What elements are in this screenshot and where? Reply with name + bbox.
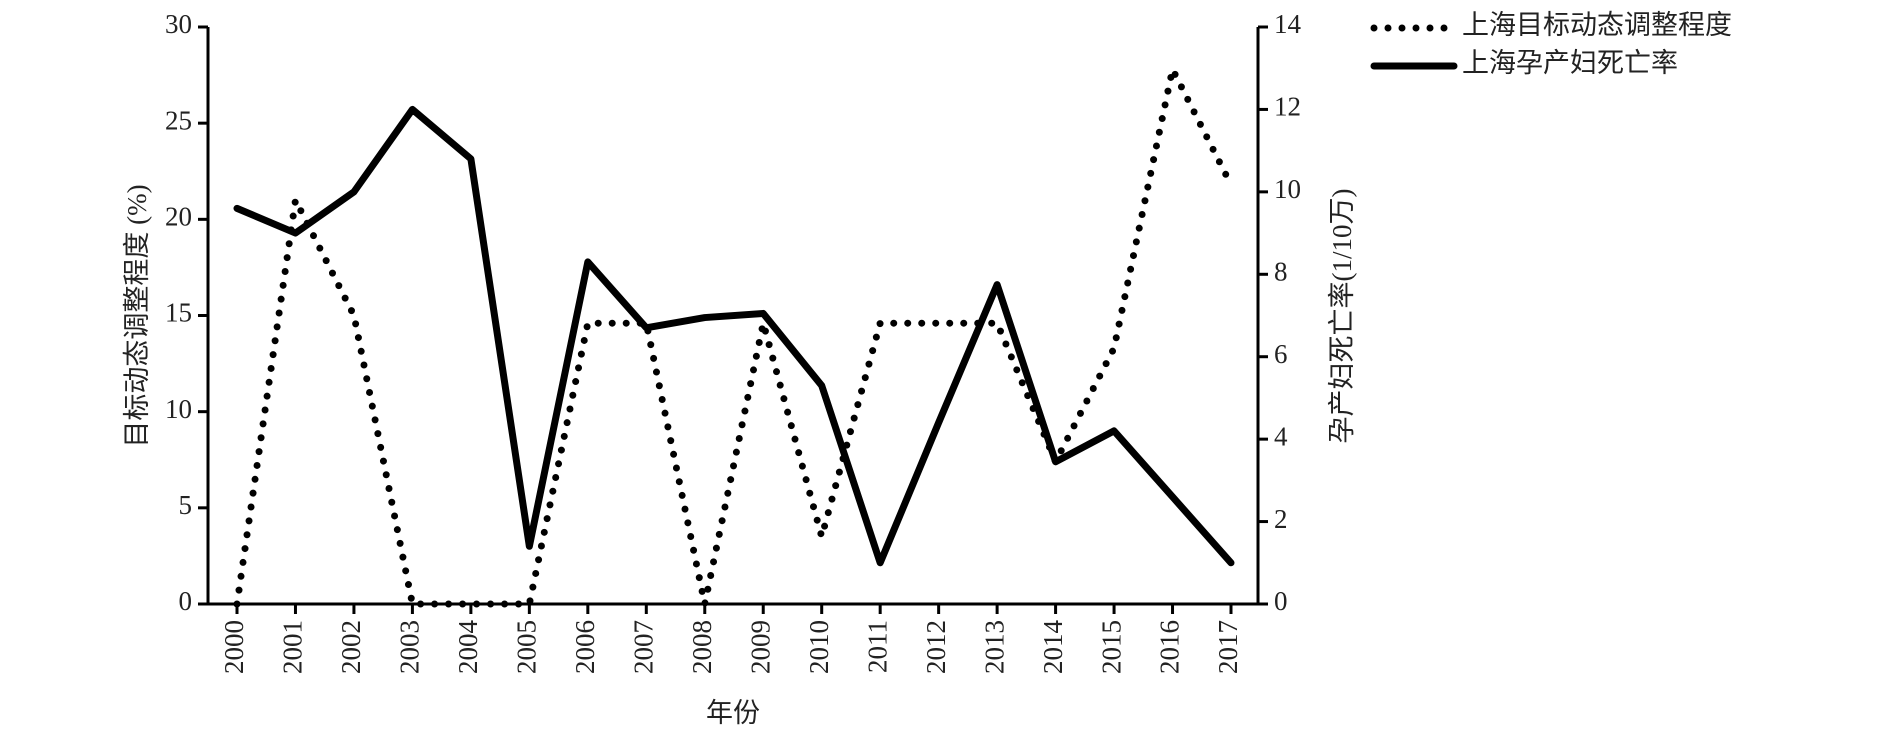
y2-tick-label: 2 xyxy=(1274,504,1288,534)
legend-label: 上海孕产妇死亡率 xyxy=(1462,48,1678,78)
y-axis-label: 目标动态调整程度 (%) xyxy=(122,184,152,447)
x-tick-label: 2006 xyxy=(570,620,600,674)
x-axis-label: 年份 xyxy=(706,698,760,728)
y2-tick-label: 4 xyxy=(1274,421,1288,451)
y-tick-label: 15 xyxy=(165,298,192,328)
x-tick-label: 2001 xyxy=(278,620,308,674)
x-tick-label: 2009 xyxy=(745,620,775,674)
y2-tick-label: 0 xyxy=(1274,586,1288,616)
y2-tick-label: 6 xyxy=(1274,339,1288,369)
y2-axis-label: 孕产妇死亡率(1/10万) xyxy=(1327,189,1357,444)
y-tick-label: 5 xyxy=(179,490,193,520)
y2-tick-label: 8 xyxy=(1274,256,1288,286)
y2-tick-label: 12 xyxy=(1274,92,1301,122)
x-tick-label: 2003 xyxy=(395,620,425,674)
y-tick-label: 10 xyxy=(165,394,192,424)
x-tick-label: 2016 xyxy=(1155,620,1185,674)
x-tick-label: 2005 xyxy=(512,620,542,674)
x-tick-label: 2004 xyxy=(453,620,483,675)
y-tick-label: 30 xyxy=(165,9,192,39)
x-tick-label: 2012 xyxy=(921,620,951,674)
y2-tick-label: 14 xyxy=(1274,9,1302,39)
x-tick-label: 2013 xyxy=(979,620,1009,674)
x-tick-label: 2017 xyxy=(1213,620,1243,674)
data-line xyxy=(233,105,1235,567)
legend-label: 上海目标动态调整程度 xyxy=(1462,10,1732,40)
x-tick-label: 2011 xyxy=(862,620,892,673)
x-tick-label: 2015 xyxy=(1096,620,1126,674)
x-tick-label: 2007 xyxy=(628,620,658,674)
y-tick-label: 25 xyxy=(165,105,192,135)
data-line xyxy=(233,65,1235,608)
x-tick-label: 2000 xyxy=(219,620,249,674)
y-tick-label: 20 xyxy=(165,202,192,232)
x-tick-label: 2008 xyxy=(687,620,717,674)
x-tick-label: 2002 xyxy=(336,620,366,674)
y2-tick-label: 10 xyxy=(1274,174,1301,204)
x-tick-label: 2014 xyxy=(1038,620,1068,675)
y-tick-label: 0 xyxy=(179,586,193,616)
x-tick-label: 2010 xyxy=(804,620,834,674)
